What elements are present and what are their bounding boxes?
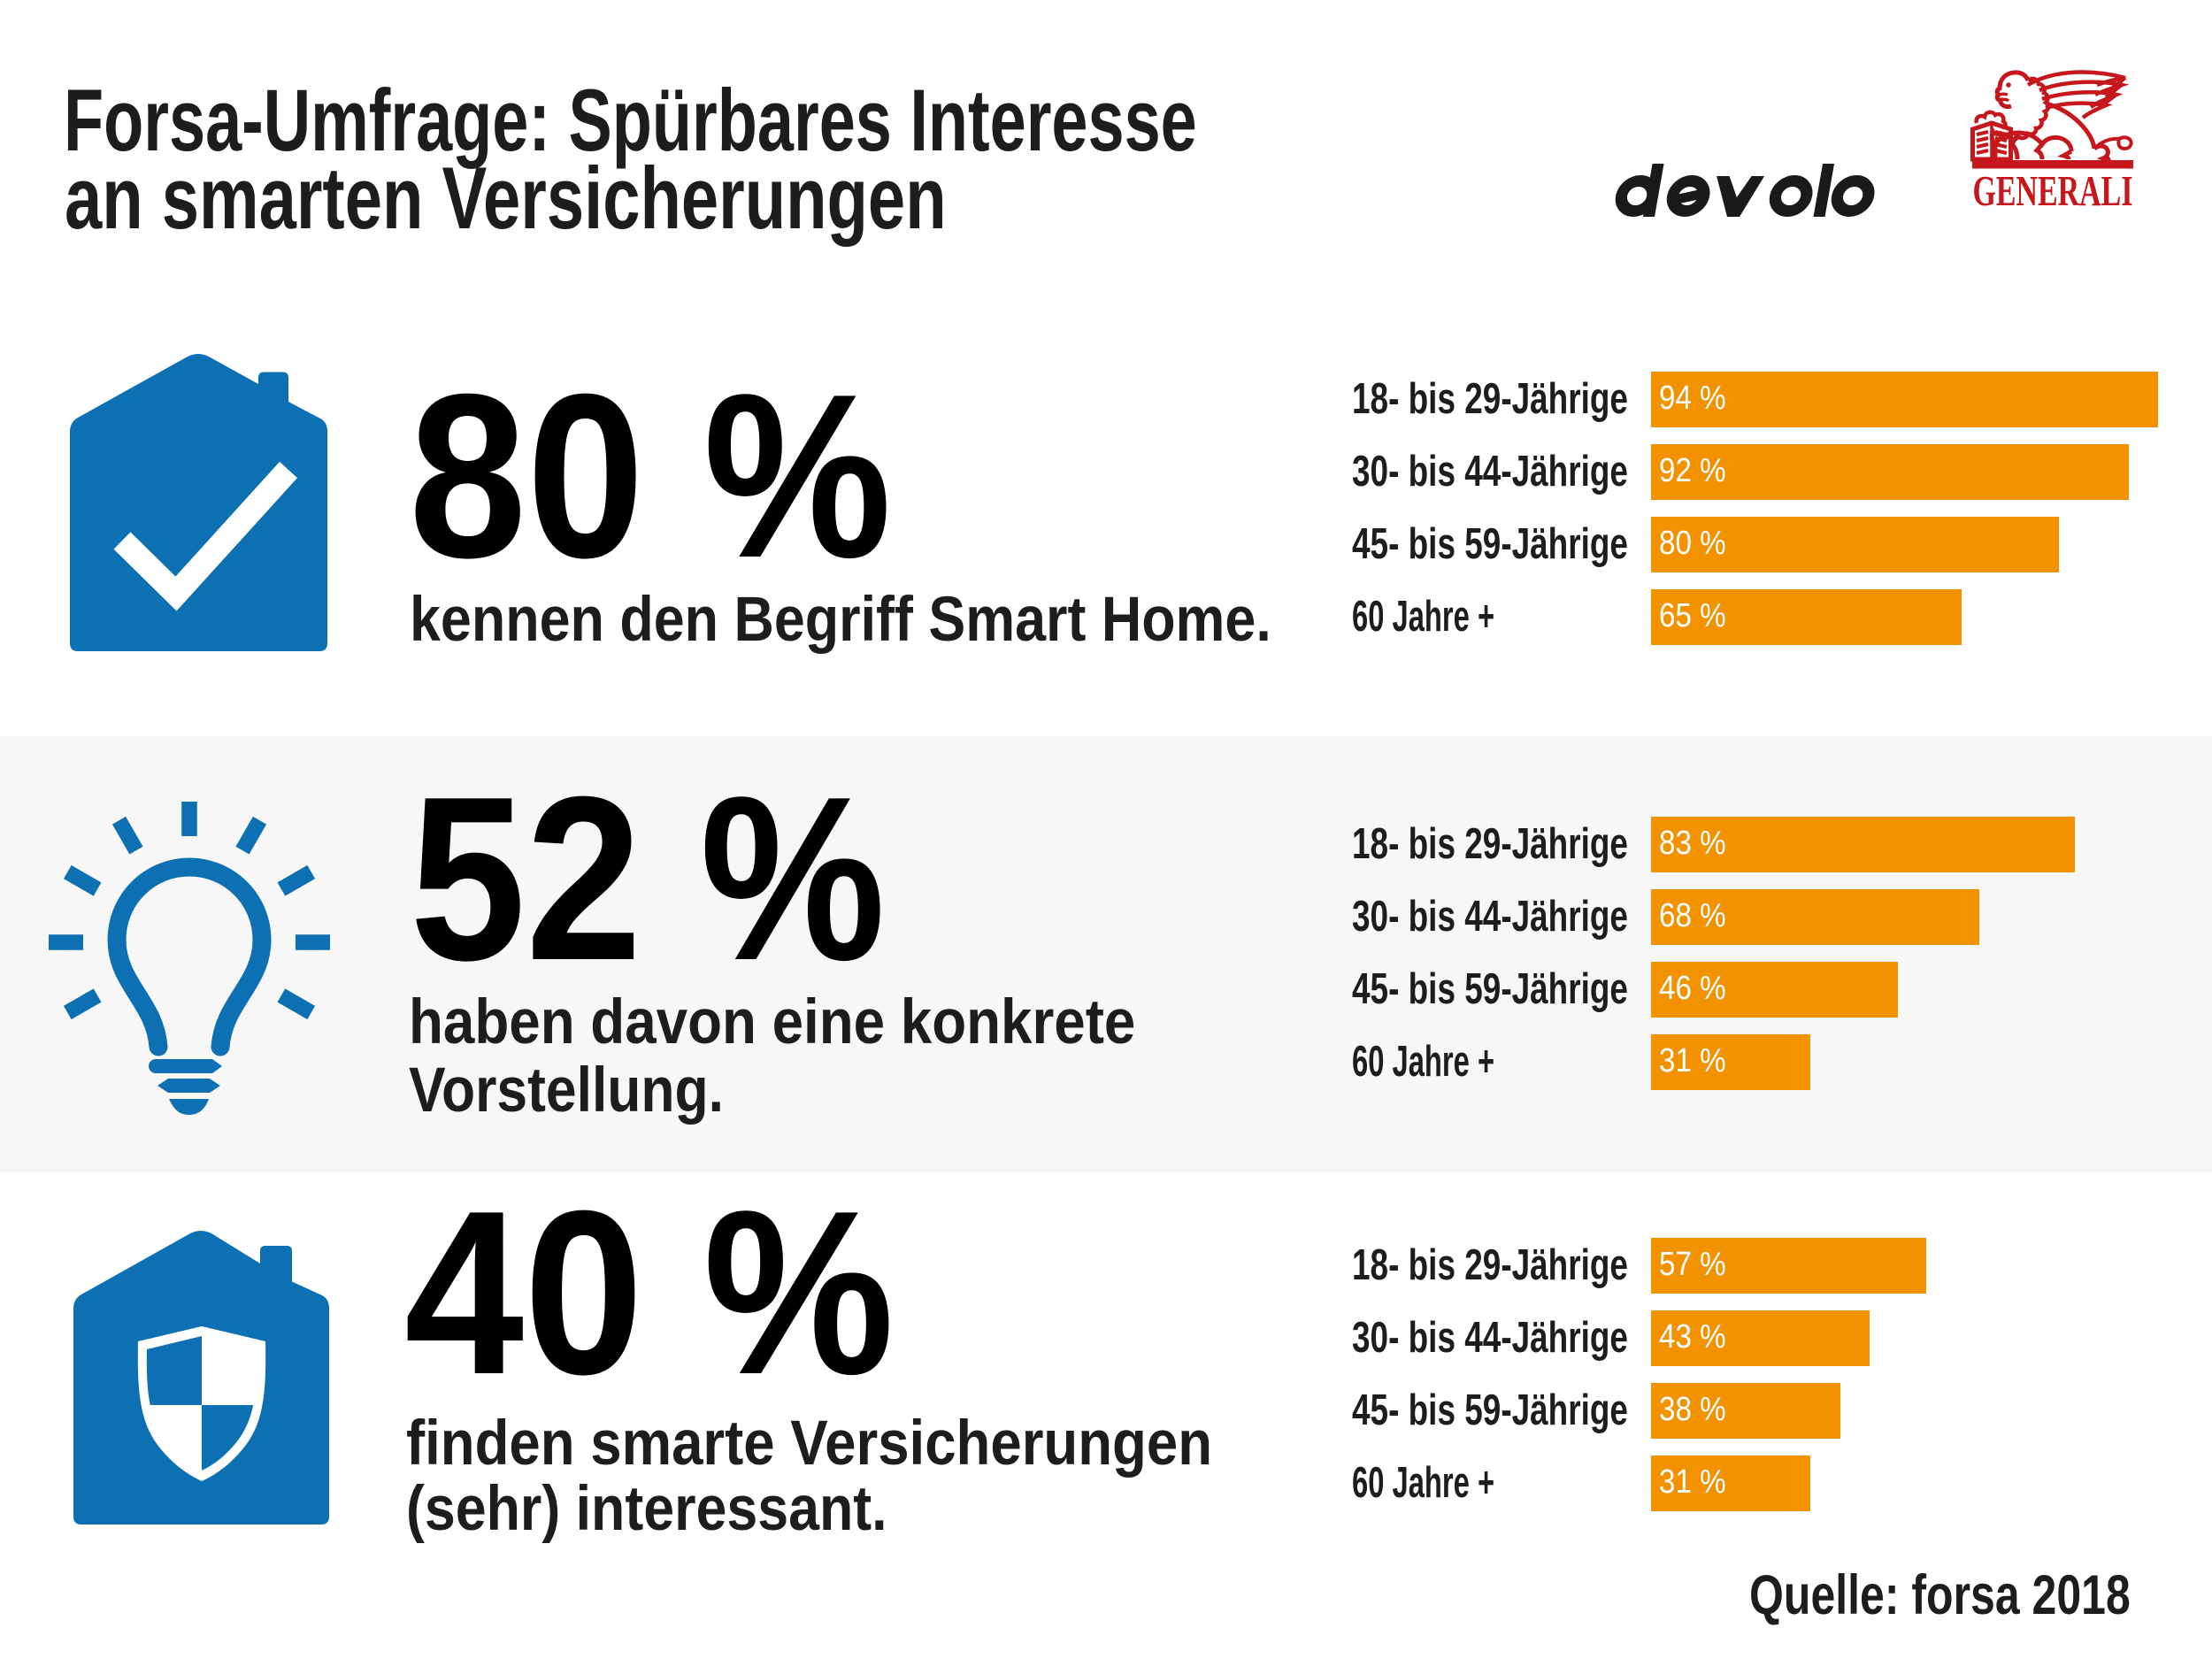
svg-text:GENERALI: GENERALI [1972, 168, 2132, 212]
